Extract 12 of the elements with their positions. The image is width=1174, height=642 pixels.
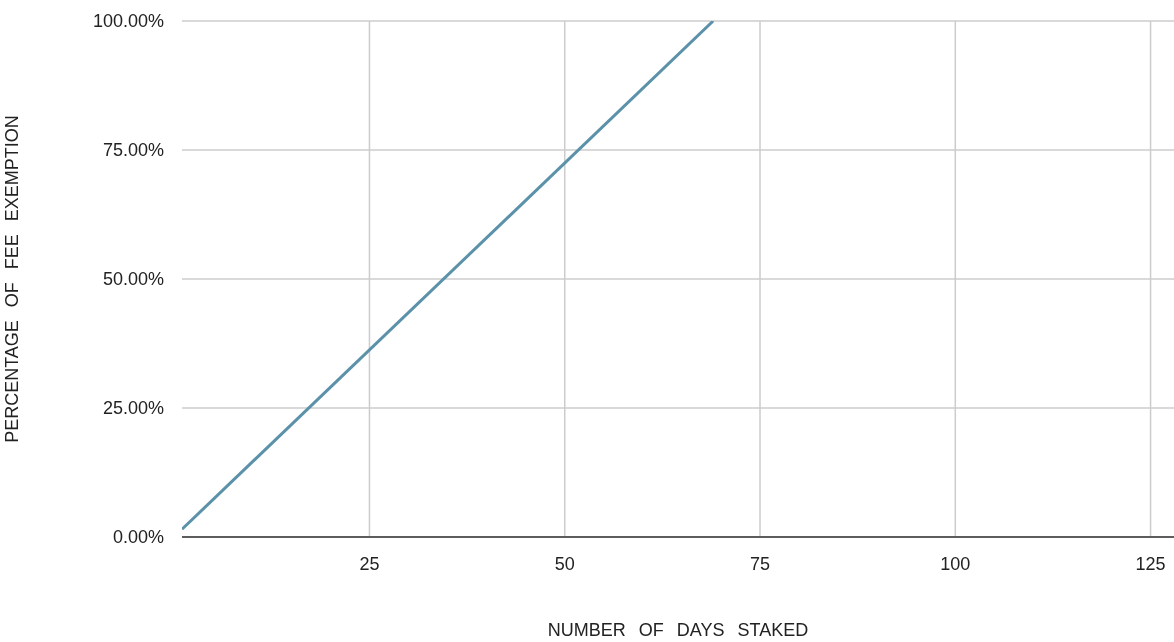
x-tick-label: 125 [1135,553,1166,574]
x-axis-title: NUMBER OF DAYS STAKED [547,620,809,640]
y-tick-label: 25.00% [102,398,164,419]
y-axis-title: PERCENTAGE OF FEE EXEMPTION [2,115,23,443]
y-tick-label: 50.00% [102,269,164,290]
y-tick-label: 75.00% [102,140,164,161]
x-tick-label: 100 [940,553,971,574]
x-tick-label: 25 [359,553,380,574]
y-tick-label: 0.00% [112,527,164,548]
y-tick-label: 100.00% [92,11,164,32]
x-tick-label: 50 [554,553,575,574]
x-tick-label: 75 [750,553,771,574]
